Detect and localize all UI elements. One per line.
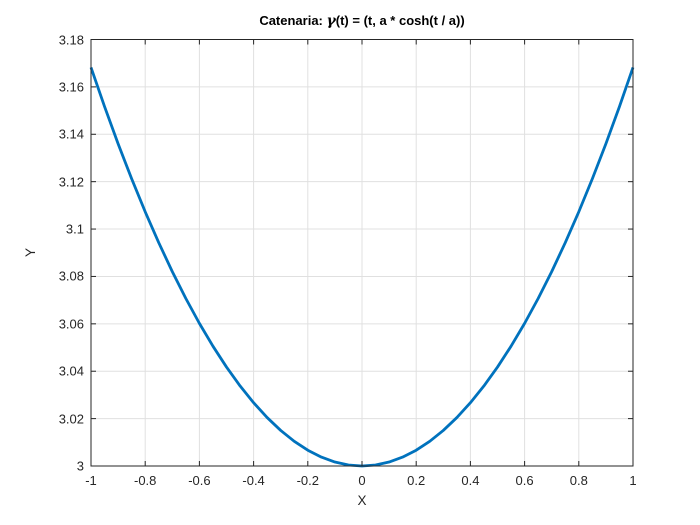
x-tick-label: -0.8 xyxy=(133,473,157,488)
y-tick-label: 3.14 xyxy=(58,126,84,142)
y-tick-label: 3.1 xyxy=(65,221,84,237)
y-tick-label: 3.04 xyxy=(58,363,84,379)
x-tick-label: 0.8 xyxy=(569,473,588,488)
x-tick-label: 0.2 xyxy=(407,473,426,488)
chart-title-suffix: (t) = (t, a * cosh(t / a)) xyxy=(335,13,465,28)
chart-title: Catenaria: γ(t) = (t, a * cosh(t / a)) xyxy=(91,13,633,29)
chart-title-prefix: Catenaria: xyxy=(259,13,327,28)
x-tick-label: 0.6 xyxy=(515,473,534,488)
x-tick-label: 1 xyxy=(629,473,637,488)
x-tick-label: -0.2 xyxy=(296,473,319,488)
y-tick-label: 3.06 xyxy=(58,316,84,332)
x-axis-label: X xyxy=(357,493,367,508)
y-tick-label: 3.18 xyxy=(58,32,84,47)
y-tick-label: 3.16 xyxy=(58,79,84,95)
y-tick-label: 3 xyxy=(76,458,84,474)
x-tick-label: -0.4 xyxy=(242,473,265,488)
y-tick-label: 3.02 xyxy=(58,411,84,427)
gamma-symbol: γ xyxy=(326,13,336,29)
y-tick-label: 3.08 xyxy=(58,268,84,284)
x-tick-label: -1 xyxy=(85,473,97,488)
x-tick-label: -0.6 xyxy=(188,473,211,488)
x-tick-label: 0 xyxy=(358,473,366,488)
y-axis-label: Y xyxy=(23,247,39,258)
y-tick-label: 3.12 xyxy=(58,174,84,190)
x-tick-label: 0.4 xyxy=(461,473,480,488)
